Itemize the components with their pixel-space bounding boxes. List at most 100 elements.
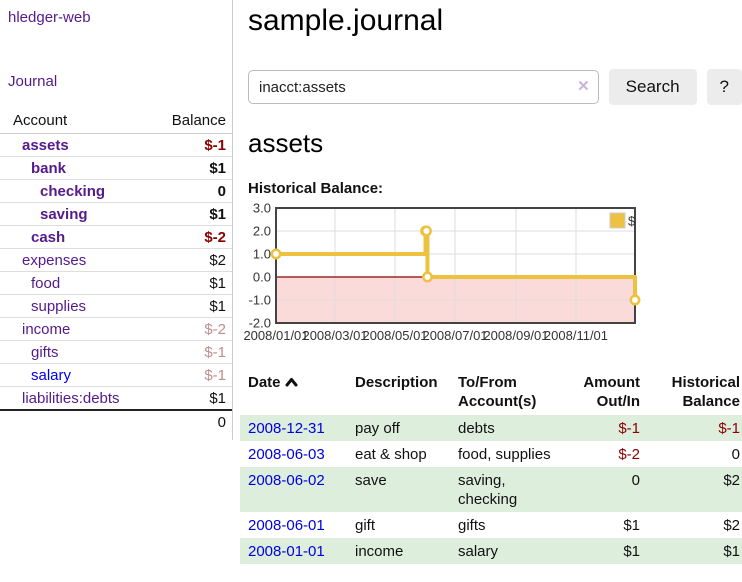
svg-text:1.0: 1.0 (253, 247, 271, 262)
transaction-accounts: saving, checking (458, 472, 518, 508)
account-balance: 0 (217, 183, 226, 200)
register-table: Date Description To/From Account(s) Amou… (240, 369, 742, 564)
transaction-date-link[interactable]: 2008-06-01 (248, 517, 325, 534)
chart-title: Historical Balance: (248, 180, 384, 197)
account-link[interactable]: checking (40, 183, 106, 200)
account-row: cash $-2 (0, 225, 232, 249)
transaction-accounts: gifts (458, 517, 486, 534)
column-header-accounts[interactable]: To/From Account(s) (458, 374, 537, 410)
account-link[interactable]: income (22, 321, 71, 338)
accounts-total: 0 (217, 414, 226, 431)
account-balance: $1 (209, 390, 226, 407)
register-row: 2008-06-01 gift gifts $1 $2 (240, 512, 742, 538)
transaction-description: eat & shop (355, 446, 427, 463)
transaction-amount: $-2 (618, 446, 640, 463)
transaction-date-link[interactable]: 2008-01-01 (248, 543, 325, 560)
svg-text:2008/11/01: 2008/11/01 (544, 328, 608, 343)
account-page-title: assets (248, 128, 324, 158)
accounts-header-balance: Balance (146, 109, 232, 134)
transaction-balance: $2 (723, 472, 740, 489)
sidebar: hledger-web Journal Account Balance asse… (0, 0, 233, 440)
column-header-date-label: Date (248, 374, 281, 391)
svg-text:2008/03/01: 2008/03/01 (302, 328, 367, 343)
transaction-description: income (355, 543, 404, 560)
transaction-date-link[interactable]: 2008-06-03 (248, 446, 325, 463)
account-row: expenses $2 (0, 248, 232, 272)
column-header-description[interactable]: Description (355, 374, 438, 391)
register-header-row: Date Description To/From Account(s) Amou… (240, 369, 742, 415)
transaction-amount: $-1 (618, 420, 640, 437)
svg-text:2.0: 2.0 (253, 224, 271, 239)
app-brand-link[interactable]: hledger-web (8, 9, 91, 26)
register-row: 2008-06-02 save saving, checking 0 $2 (240, 467, 742, 512)
transaction-accounts: food, supplies (458, 446, 551, 463)
chart-canvas: 3.0 2.0 1.0 0.0 -1.0 -2.02008/01/012008/03/01… (243, 201, 641, 343)
transaction-description: gift (355, 517, 376, 534)
column-header-balance[interactable]: Historical Balance (671, 374, 740, 410)
account-link[interactable]: salary (31, 367, 72, 384)
account-link[interactable]: cash (31, 229, 66, 246)
account-row: checking 0 (0, 179, 232, 203)
account-link[interactable]: saving (40, 206, 88, 223)
accounts-total-row: 0 (0, 410, 232, 434)
transaction-description: save (355, 472, 387, 489)
account-balance: $-1 (204, 137, 226, 154)
account-balance: $-2 (204, 229, 226, 246)
account-balance: $2 (209, 252, 226, 269)
transaction-balance: 0 (731, 446, 740, 463)
help-button[interactable]: ? (706, 69, 742, 105)
transaction-date-link[interactable]: 2008-06-02 (248, 472, 325, 489)
transaction-date-link[interactable]: 2008-12-31 (248, 420, 325, 437)
account-row: salary $-1 (0, 363, 232, 387)
account-balance: $1 (209, 206, 226, 223)
transaction-accounts: debts (458, 420, 495, 437)
column-header-amount[interactable]: Amount Out/In (583, 374, 640, 410)
accounts-table: Account Balance assets $-1 bank $1 check… (0, 109, 232, 434)
account-row: bank $1 (0, 156, 232, 180)
clear-search-icon[interactable]: ✕ (577, 78, 590, 95)
search-form: ✕ Search ? (248, 69, 742, 105)
account-balance: $-1 (204, 344, 226, 361)
svg-text:0.0: 0.0 (253, 270, 271, 285)
register-row: 2008-12-31 pay off debts $-1 $-1 (240, 415, 742, 441)
account-row: gifts $-1 (0, 340, 232, 364)
account-link[interactable]: liabilities:debts (22, 390, 120, 407)
accounts-header-account: Account (0, 109, 147, 134)
search-button[interactable]: Search (608, 69, 697, 105)
svg-text:2008/07/01: 2008/07/01 (422, 328, 487, 343)
account-balance: $-2 (204, 321, 226, 338)
main-content: sample.journal ✕ Search ? assets Histori… (240, 0, 742, 564)
account-link[interactable]: expenses (22, 252, 87, 269)
svg-text:3.0: 3.0 (253, 203, 271, 216)
svg-text:2008/09/01: 2008/09/01 (483, 328, 548, 343)
account-link[interactable]: supplies (31, 298, 87, 315)
register-row: 2008-01-01 income salary $1 $1 (240, 538, 742, 564)
account-row: assets $-1 (0, 134, 232, 157)
account-balance: $1 (209, 298, 226, 315)
transaction-accounts: salary (458, 543, 499, 560)
column-header-date[interactable]: Date (240, 369, 347, 415)
historical-balance-chart: 3.0 2.0 1.0 0.0 -1.0 -2.0 2008/01/01 2008/03/01… (240, 201, 742, 354)
svg-text:2008/05/01: 2008/05/01 (362, 328, 427, 343)
account-balance: $1 (209, 275, 226, 292)
account-row: liabilities:debts $1 (0, 386, 232, 411)
transaction-description: pay off (355, 420, 400, 437)
search-input[interactable] (248, 70, 599, 104)
account-row: income $-2 (0, 317, 232, 341)
sidebar-item-journal[interactable]: Journal (8, 73, 58, 90)
transaction-balance: $1 (723, 543, 740, 560)
account-link[interactable]: assets (22, 137, 69, 154)
account-link[interactable]: gifts (31, 344, 59, 361)
transaction-amount: $1 (623, 517, 640, 534)
account-link[interactable]: food (31, 275, 61, 292)
transaction-amount: $1 (623, 543, 640, 560)
account-balance: $1 (209, 160, 226, 177)
svg-text:2008/01/01: 2008/01/01 (243, 328, 308, 343)
svg-text:-2.0: -2.0 (249, 316, 271, 331)
account-link[interactable]: bank (31, 160, 67, 177)
account-balance: $-1 (204, 367, 226, 384)
page-title: sample.journal (248, 4, 444, 37)
sort-ascending-icon (285, 374, 298, 391)
transaction-amount: 0 (631, 472, 640, 489)
transaction-balance: $2 (723, 517, 740, 534)
